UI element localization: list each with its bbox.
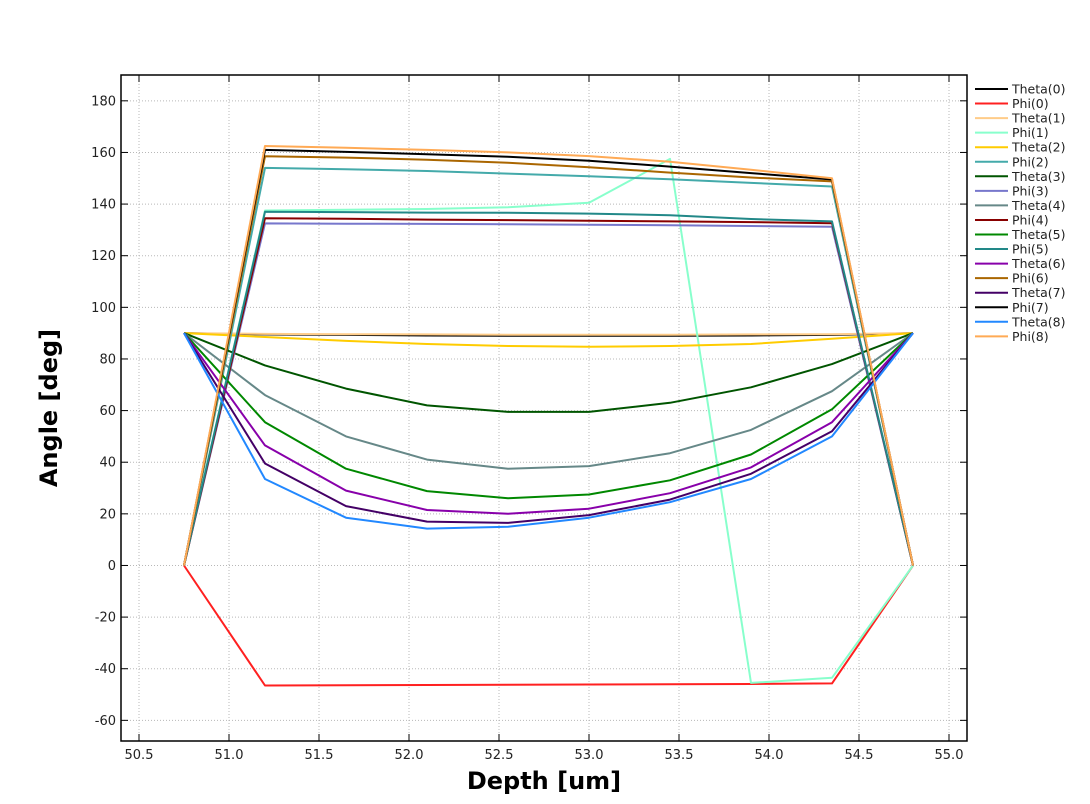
legend-label: Phi(4) [1012, 212, 1049, 227]
legend-label: Phi(5) [1012, 242, 1049, 257]
x-tick-label: 53.5 [665, 748, 694, 763]
legend-label: Theta(8) [1011, 314, 1066, 329]
legend-label: Theta(2) [1011, 140, 1066, 155]
y-axis-title: Angle [deg] [35, 329, 63, 487]
legend-label: Phi(8) [1012, 329, 1049, 344]
axis-ticks: 50.5 51.0 51.5 52.0 52.5 53.0 53.5 54.0 54.5 55.0… [91, 75, 967, 763]
x-tick-label: 53.0 [575, 748, 604, 763]
y-tick-label: -40 [95, 662, 116, 677]
series-line-phi6 [183, 155, 914, 566]
y-tick-label: 40 [99, 456, 116, 471]
legend-label: Phi(2) [1012, 154, 1049, 169]
legend-label: Phi(7) [1012, 300, 1049, 315]
legend-label: Theta(5) [1011, 227, 1066, 242]
series-line-phi7 [183, 148, 914, 566]
series-line-theta6 [183, 332, 914, 515]
legend-label: Phi(6) [1012, 271, 1049, 286]
x-tick-label: 54.5 [845, 748, 874, 763]
series-line-theta3 [183, 332, 914, 413]
legend-label: Theta(4) [1011, 198, 1066, 213]
x-axis-title: Depth [um] [467, 767, 621, 795]
x-tick-label: 55.0 [935, 748, 964, 763]
series-line-phi1 [183, 157, 914, 684]
y-tick-label: 80 [99, 352, 116, 367]
x-tick-label: 51.5 [305, 748, 334, 763]
y-tick-label: -60 [95, 714, 116, 729]
series-line-phi8 [183, 145, 914, 566]
x-tick-label: 50.5 [125, 748, 154, 763]
y-tick-label: -20 [95, 611, 116, 626]
legend: Theta(0)Phi(0)Theta(1)Phi(1)Theta(2)Phi(… [975, 82, 1066, 344]
x-tick-label: 52.5 [485, 748, 514, 763]
series-line-theta2 [183, 332, 914, 348]
series-line-theta5 [183, 332, 914, 500]
legend-label: Phi(3) [1012, 183, 1049, 198]
legend-label: Phi(0) [1012, 96, 1049, 111]
grid [121, 75, 967, 741]
legend-label: Theta(0) [1011, 82, 1066, 97]
y-tick-label: 120 [91, 249, 116, 264]
series-line-theta7 [183, 332, 914, 524]
y-tick-label: 20 [99, 507, 116, 522]
series-line-theta4 [183, 332, 914, 470]
y-tick-label: 180 [91, 94, 116, 109]
y-tick-label: 60 [99, 404, 116, 419]
legend-label: Theta(6) [1011, 256, 1066, 271]
x-tick-label: 51.0 [215, 748, 244, 763]
y-tick-label: 160 [91, 146, 116, 161]
legend-label: Phi(1) [1012, 125, 1049, 140]
series-line-phi5 [183, 210, 914, 566]
series-line-phi2 [183, 166, 914, 566]
x-tick-label: 54.0 [755, 748, 784, 763]
series-line-theta1 [183, 332, 914, 336]
series-lines [183, 145, 914, 687]
series-line-theta8 [183, 332, 914, 530]
series-line-phi3 [183, 222, 914, 566]
x-tick-label: 52.0 [395, 748, 424, 763]
series-line-phi4 [183, 217, 914, 566]
y-tick-label: 0 [108, 559, 116, 574]
legend-label: Theta(7) [1011, 285, 1066, 300]
y-tick-label: 140 [91, 198, 116, 213]
y-tick-label: 100 [91, 301, 116, 316]
legend-label: Theta(3) [1011, 169, 1066, 184]
legend-label: Theta(1) [1011, 111, 1066, 126]
series-line-phi0 [183, 564, 914, 687]
plot-frame [120, 74, 968, 742]
